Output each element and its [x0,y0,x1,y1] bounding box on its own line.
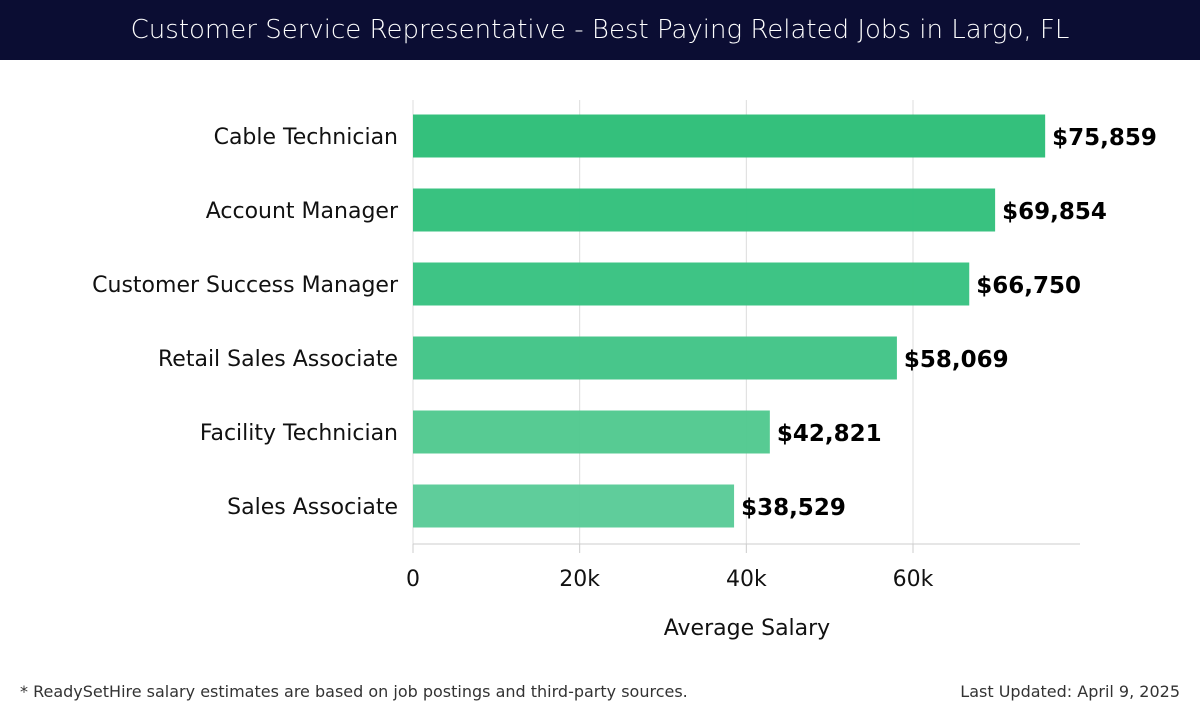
bar [413,484,735,528]
y-tick-label: Retail Sales Associate [158,347,398,372]
x-tick-label: 0 [406,567,420,592]
y-tick-label: Sales Associate [227,495,398,520]
data-label: $66,750 [976,273,1081,299]
data-label: $38,529 [741,495,846,521]
x-axis-label: Average Salary [664,616,830,641]
data-label: $42,821 [777,421,882,447]
x-tick-label: 40k [726,567,767,592]
bar [413,262,970,306]
y-tick-label: Cable Technician [214,125,398,150]
data-label: $75,859 [1052,125,1157,151]
chart-title: Customer Service Representative - Best P… [0,0,1200,60]
x-tick-label: 60k [893,567,934,592]
bar [413,188,996,232]
y-tick-label: Facility Technician [200,421,398,446]
y-tick-label: Account Manager [206,199,399,224]
data-label: $69,854 [1002,199,1107,225]
bar [413,114,1046,158]
x-tick-label: 20k [559,567,600,592]
footnote: * ReadySetHire salary estimates are base… [20,682,688,701]
data-label: $58,069 [904,347,1009,373]
bar [413,410,770,454]
y-tick-label: Customer Success Manager [92,273,399,298]
bar [413,336,897,380]
last-updated: Last Updated: April 9, 2025 [960,682,1180,701]
